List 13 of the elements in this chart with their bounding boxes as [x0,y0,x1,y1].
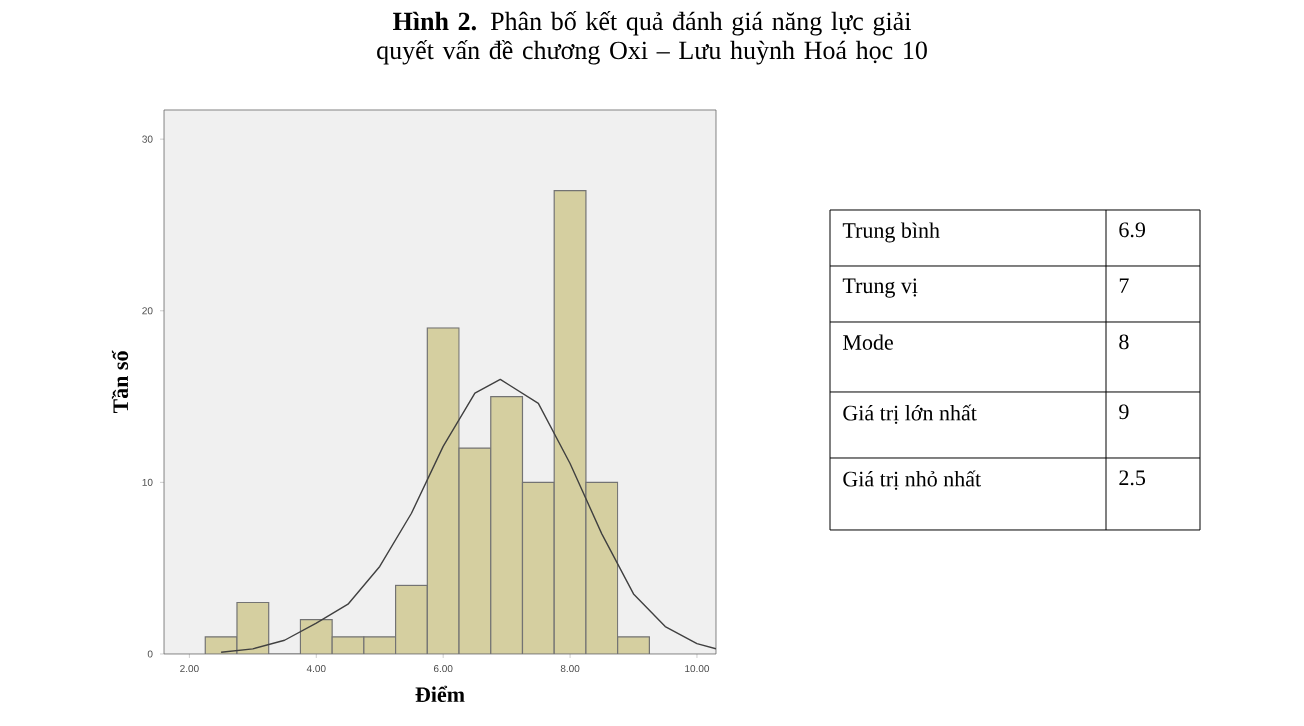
x-axis-title: Điểm [415,685,465,703]
category-label: Giá trị lớn nhất [843,404,977,424]
category-label: Trung bình [842,222,940,243]
data-label: 6.9 [1119,222,1145,238]
data-label: 2.5 [1119,470,1146,486]
chart-title: Hình 2. Phân bố kết quả đánh giá năng lực giải quyết vấn đề chương Oxi – Lưu huỳnh Hoá học 10 [377,11,927,65]
data-label: 9 [1119,404,1129,420]
data-label: 7 [1119,278,1129,293]
category-label: Mode [843,334,893,350]
category-label: Trung vị [842,278,918,298]
data-label: 8 [1119,334,1129,350]
y-axis-title: Tần số [111,350,129,414]
category-label: Giá trị nhỏ nhất [843,470,981,490]
